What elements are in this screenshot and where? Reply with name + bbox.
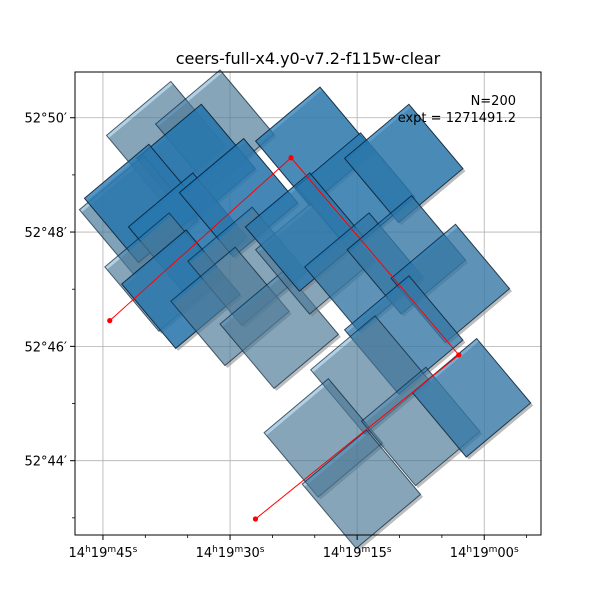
y-tick-label: 52°50′	[24, 112, 67, 127]
path-segment	[290, 157, 460, 356]
path-layer	[107, 155, 462, 522]
y-tick-label: 52°44′	[24, 455, 67, 470]
chart-title: ceers-full-x4.y0-v7.2-f115w-clear	[176, 49, 441, 68]
x-tick-label: 14h19m00s	[450, 545, 519, 561]
path-point	[252, 516, 259, 522]
y-tick-label: 52°48′	[24, 226, 67, 241]
plot-frame	[74, 71, 542, 536]
annotation-exposure: expt = 1271491.2	[398, 111, 516, 126]
y-tick-label: 52°46′	[24, 340, 67, 355]
path-segment	[109, 157, 292, 322]
path-segment	[255, 354, 460, 520]
footprint	[301, 429, 422, 550]
annotation-count: N=200	[471, 94, 516, 109]
path-point	[107, 318, 113, 324]
x-tick-label: 14h19m45s	[69, 545, 138, 561]
x-tick-label: 14h19m15s	[323, 545, 392, 561]
x-tick-label: 14h19m30s	[196, 545, 265, 561]
path-point	[288, 155, 294, 161]
path-point	[456, 352, 462, 358]
ticks-layer: 14h19m45s 14h19m30s 14h19m15s 14h19m00s 52°5…	[24, 112, 527, 561]
footprints-layer	[78, 69, 534, 551]
